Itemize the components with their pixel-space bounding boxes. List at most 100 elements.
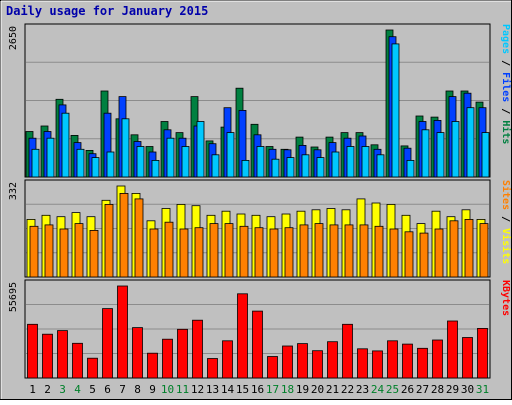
- x-tick-label-day-15: 15: [236, 383, 249, 396]
- bar-visits-sites-day-14: [224, 223, 234, 278]
- bar-hits-pages-day-23: [361, 146, 370, 178]
- bar-kbytes-kbytes-day-12: [192, 319, 203, 379]
- bar-kbytes-kbytes-day-21: [327, 341, 338, 379]
- x-tick-label-day-1: 1: [29, 383, 36, 396]
- x-tick-label-day-31: 31: [476, 383, 489, 396]
- bar-kbytes-kbytes-day-8: [132, 327, 143, 379]
- bar-visits-sites-day-15: [239, 225, 249, 278]
- x-tick-label-day-7: 7: [119, 383, 126, 396]
- x-tick-label-day-28: 28: [431, 383, 444, 396]
- bar-hits-pages-day-16: [256, 146, 265, 178]
- bar-hits-pages-day-10: [166, 137, 175, 178]
- panel-visits-legend-sites: Sites: [500, 180, 512, 210]
- panel-kbytes-legend: KBytes: [500, 280, 511, 316]
- bar-kbytes-kbytes-day-7: [117, 285, 128, 379]
- bar-hits-pages-day-14: [226, 132, 235, 178]
- bar-hits-pages-day-8: [136, 146, 145, 178]
- bar-visits-sites-day-27: [419, 232, 429, 278]
- bar-visits-sites-day-3: [59, 228, 69, 278]
- x-tick-label-day-21: 21: [326, 383, 339, 396]
- panel-hits-legend-separator-2: /: [500, 102, 511, 120]
- bar-hits-pages-day-22: [346, 146, 355, 178]
- x-tick-label-day-12: 12: [191, 383, 204, 396]
- bar-visits-sites-day-19: [299, 224, 309, 278]
- bar-kbytes-kbytes-day-23: [357, 348, 368, 379]
- bar-visits-sites-day-25: [389, 228, 399, 278]
- bar-hits-pages-day-7: [121, 118, 130, 178]
- bar-kbytes-kbytes-day-5: [87, 357, 98, 379]
- bar-kbytes-kbytes-day-19: [297, 343, 308, 379]
- x-tick-label-day-26: 26: [401, 383, 414, 396]
- bar-hits-pages-day-5: [91, 157, 100, 178]
- bar-hits-pages-day-15: [241, 159, 250, 178]
- bar-visits-sites-day-20: [314, 223, 324, 278]
- bar-kbytes-kbytes-day-22: [342, 323, 353, 379]
- bar-kbytes-kbytes-day-10: [162, 338, 173, 379]
- x-tick-label-day-11: 11: [176, 383, 189, 396]
- bar-kbytes-kbytes-day-26: [402, 343, 413, 379]
- bar-visits-sites-day-4: [74, 223, 84, 278]
- panel-hits-legend-hits: Hits: [500, 120, 512, 144]
- bar-hits-pages-day-3: [61, 112, 70, 178]
- bar-hits-pages-day-19: [301, 154, 310, 178]
- bar-hits-pages-day-25: [391, 43, 400, 178]
- x-tick-label-day-17: 17: [266, 383, 279, 396]
- bar-kbytes-kbytes-day-31: [477, 327, 488, 379]
- bar-hits-pages-day-29: [451, 121, 460, 178]
- panel-visits-legend-separator-1: /: [500, 210, 511, 228]
- x-tick-label-day-25: 25: [386, 383, 399, 396]
- bar-visits-sites-day-26: [404, 231, 414, 278]
- bar-kbytes-kbytes-day-20: [312, 350, 323, 379]
- bar-hits-pages-day-24: [376, 154, 385, 178]
- panel-hits-legend-files: Files: [500, 72, 512, 102]
- x-tick-label-day-14: 14: [221, 383, 235, 396]
- bar-hits-pages-day-4: [76, 148, 85, 178]
- bar-kbytes-kbytes-day-24: [372, 350, 383, 379]
- x-tick-label-day-13: 13: [206, 383, 219, 396]
- panel-visits: 332 Sites / Visits: [8, 179, 512, 278]
- bar-hits-pages-day-6: [106, 151, 115, 178]
- bar-hits-pages-day-13: [211, 154, 220, 178]
- bar-visits-sites-day-17: [269, 228, 279, 278]
- panel-visits-legend-visits: Visits: [500, 228, 512, 264]
- bar-hits-pages-day-20: [316, 157, 325, 178]
- bar-visits-sites-day-13: [209, 223, 219, 278]
- bar-hits-pages-day-1: [31, 148, 40, 178]
- bar-kbytes-kbytes-day-13: [207, 358, 218, 379]
- bar-hits-pages-day-31: [481, 132, 490, 178]
- bar-kbytes-kbytes-day-16: [252, 310, 263, 379]
- panel-visits-ymax-label: 332: [8, 182, 19, 200]
- bar-kbytes-kbytes-day-11: [177, 328, 188, 379]
- panel-hits-legend-pages: Pages: [500, 24, 511, 54]
- x-tick-label-day-10: 10: [161, 383, 174, 396]
- bar-visits-sites-day-5: [89, 229, 99, 278]
- bar-visits-sites-day-9: [149, 228, 159, 278]
- bar-hits-pages-day-30: [466, 107, 475, 178]
- bar-visits-sites-day-21: [329, 224, 339, 278]
- bar-kbytes-kbytes-day-9: [147, 352, 158, 379]
- x-tick-label-day-29: 29: [446, 383, 459, 396]
- x-tick-label-day-5: 5: [89, 383, 96, 396]
- bar-visits-sites-day-30: [464, 218, 474, 278]
- bar-kbytes-kbytes-day-3: [57, 330, 68, 379]
- panel-kbytes-ymax-label: 55695: [8, 282, 19, 312]
- x-tick-label-day-27: 27: [416, 383, 429, 396]
- bar-kbytes-kbytes-day-30: [462, 337, 473, 379]
- x-tick-label-day-16: 16: [251, 383, 264, 396]
- bar-visits-sites-day-23: [359, 224, 369, 278]
- x-tick-label-day-18: 18: [281, 383, 294, 396]
- bar-visits-sites-day-2: [44, 224, 54, 278]
- bar-kbytes-kbytes-day-25: [387, 340, 398, 379]
- bar-kbytes-kbytes-day-17: [267, 356, 278, 379]
- x-tick-label-day-3: 3: [59, 383, 66, 396]
- bar-visits-sites-day-7: [119, 192, 129, 278]
- panel-kbytes-legend-kbytes: KBytes: [500, 280, 511, 316]
- x-axis-labels: 1 2 3 4 5 6 7 8 9 10 11 12 13 14 15 16 17 18 19 20 21 22 23 24 2…: [29, 383, 489, 396]
- bar-hits-pages-day-18: [286, 157, 295, 178]
- bar-hits-pages-day-12: [196, 121, 205, 178]
- bar-kbytes-kbytes-day-28: [432, 339, 443, 379]
- bar-hits-pages-day-9: [151, 159, 160, 178]
- panel-hits-legend-separator-1: /: [500, 54, 511, 72]
